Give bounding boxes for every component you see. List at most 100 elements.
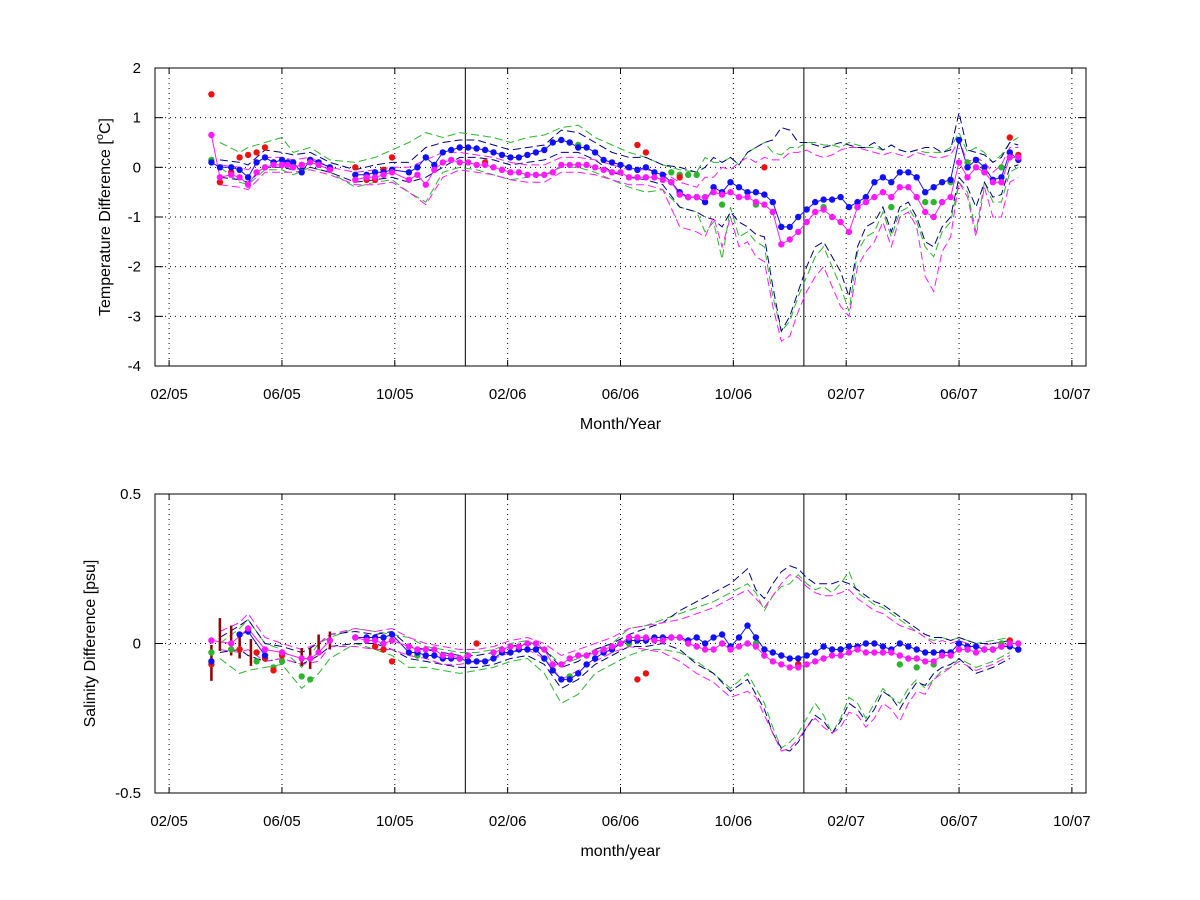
temperature-magenta-point-76 (879, 189, 887, 196)
temperature-blue-point-84 (947, 176, 954, 183)
temperature-magenta-point-59 (735, 193, 743, 201)
salinity-blue-point-61 (845, 643, 853, 650)
salinity-magenta-point-29 (549, 661, 556, 668)
temperature-blue-point-4 (244, 174, 252, 181)
temperature-magenta-point-61 (752, 198, 760, 206)
salinity-magenta-point-50 (727, 646, 734, 653)
salinity-magenta-point-39 (634, 634, 641, 641)
salinity-red-point-9 (473, 640, 480, 647)
temperature-magenta-point-14 (326, 166, 334, 173)
temperature-magenta-point-52 (676, 191, 683, 198)
temperature-blue-point-44 (608, 159, 616, 166)
salinity-magenta-point-71 (905, 655, 912, 662)
salinity-magenta-point-59 (803, 661, 810, 668)
temperature-magenta-point-92 (1015, 154, 1022, 161)
salinity-blue-line-2 (355, 624, 1019, 680)
temperature-blue-point-15 (352, 171, 359, 178)
temperature-magenta-point-40 (575, 161, 582, 169)
temperature-red-point-16 (388, 154, 396, 161)
temperature-magenta-point-64 (778, 241, 785, 248)
salinity-magenta-point-24 (507, 643, 514, 650)
salinity-red-point-7 (380, 646, 387, 653)
salinity-y-axis-label: Salinity Difference [psu] (82, 560, 99, 728)
salinity-magenta-lower-bound (219, 645, 1011, 752)
salinity-red-point-1 (236, 646, 243, 653)
temperature-blue-point-0 (208, 159, 215, 166)
salinity-magenta-point-81 (989, 646, 997, 653)
salinity-blue-point-17 (473, 658, 480, 665)
temperature-green-point-16 (930, 198, 937, 206)
salinity-magenta-point-10 (363, 637, 370, 644)
temperature-blue-point-24 (439, 149, 446, 156)
temperature-blue-point-73 (854, 198, 861, 206)
temperature-red-point-1 (216, 179, 224, 186)
temperature-blue-point-43 (600, 156, 607, 164)
salinity-magenta-point-80 (981, 646, 988, 653)
temperature-blue-point-8 (278, 156, 286, 164)
salinity-blue-point-63 (862, 640, 870, 647)
temperature-blue-point-80 (913, 174, 920, 181)
temperature-blue-point-22 (422, 154, 429, 161)
temperature-green-point-4 (668, 169, 675, 176)
salinity-blue-point-28 (566, 676, 573, 683)
salinity-magenta-point-4 (278, 649, 286, 656)
salinity-magenta-point-20 (456, 655, 463, 662)
temperature-blue-point-3 (236, 166, 243, 173)
temperature-blue-point-71 (837, 193, 844, 201)
temperature-blue-point-59 (735, 184, 743, 191)
temperature-blue-point-35 (532, 149, 540, 156)
salinity-blue-point-53 (778, 652, 785, 659)
salinity-green-lower-bound (219, 642, 1011, 749)
temperature-blue-point-66 (795, 213, 802, 221)
temperature-magenta-point-9 (284, 161, 291, 169)
temperature-blue-point-83 (938, 179, 946, 186)
temperature-magenta-point-51 (668, 179, 675, 186)
salinity-blue-point-69 (913, 646, 920, 653)
temperature-ytick-label-3: -1 (128, 209, 141, 226)
temperature-magenta-point-24 (439, 159, 446, 166)
temperature-xtick-label-0: 02/05 (150, 386, 188, 403)
salinity-xtick-label-5: 10/06 (715, 813, 753, 830)
temperature-magenta-point-62 (761, 201, 768, 208)
temperature-magenta-point-15 (352, 176, 359, 183)
salinity-magenta-point-19 (448, 652, 455, 659)
temperature-blue-point-81 (922, 189, 929, 196)
salinity-blue-point-26 (549, 667, 556, 674)
temperature-green-lower-bound (219, 166, 1019, 333)
temperature-ytick-label-1: -3 (128, 308, 141, 325)
temperature-magenta-point-29 (481, 161, 489, 169)
temperature-magenta-point-57 (718, 191, 726, 198)
salinity-magenta-point-82 (998, 643, 1005, 650)
salinity-magenta-point-60 (812, 658, 819, 665)
temperature-magenta-point-86 (964, 174, 971, 181)
salinity-blue-point-21 (507, 649, 514, 656)
salinity-magenta-point-56 (778, 661, 785, 668)
temperature-blue-point-10 (290, 159, 297, 166)
salinity-magenta-point-8 (326, 637, 334, 644)
salinity-magenta-point-74 (930, 658, 937, 665)
temperature-magenta-point-16 (363, 174, 370, 181)
temperature-magenta-point-70 (828, 213, 836, 221)
salinity-bound-lines (219, 565, 1011, 752)
temperature-blue-point-76 (879, 174, 887, 181)
temperature-magenta-point-36 (541, 171, 548, 178)
salinity-blue-point-12 (431, 652, 438, 659)
salinity-magenta-point-58 (795, 664, 802, 671)
temperature-vertical-lines (464, 68, 805, 366)
salinity-blue-point-29 (575, 670, 582, 677)
salinity-blue-point-16 (465, 658, 472, 665)
salinity-blue-point-55 (795, 655, 802, 662)
salinity-blue-point-31 (591, 655, 599, 662)
temperature-blue-point-45 (617, 161, 624, 169)
salinity-magenta-point-36 (608, 643, 616, 650)
temperature-red-point-19 (642, 149, 650, 156)
temperature-magenta-point-41 (583, 161, 590, 169)
temperature-magenta-point-77 (888, 193, 895, 201)
salinity-magenta-point-73 (922, 658, 929, 665)
temperature-bound-lines (219, 112, 1019, 342)
salinity-magenta-point-75 (938, 652, 946, 659)
temperature-magenta-point-27 (465, 159, 472, 166)
temperature-magenta-point-91 (1006, 154, 1013, 161)
temperature-magenta-point-10 (290, 164, 297, 171)
salinity-magenta-point-41 (651, 637, 658, 644)
